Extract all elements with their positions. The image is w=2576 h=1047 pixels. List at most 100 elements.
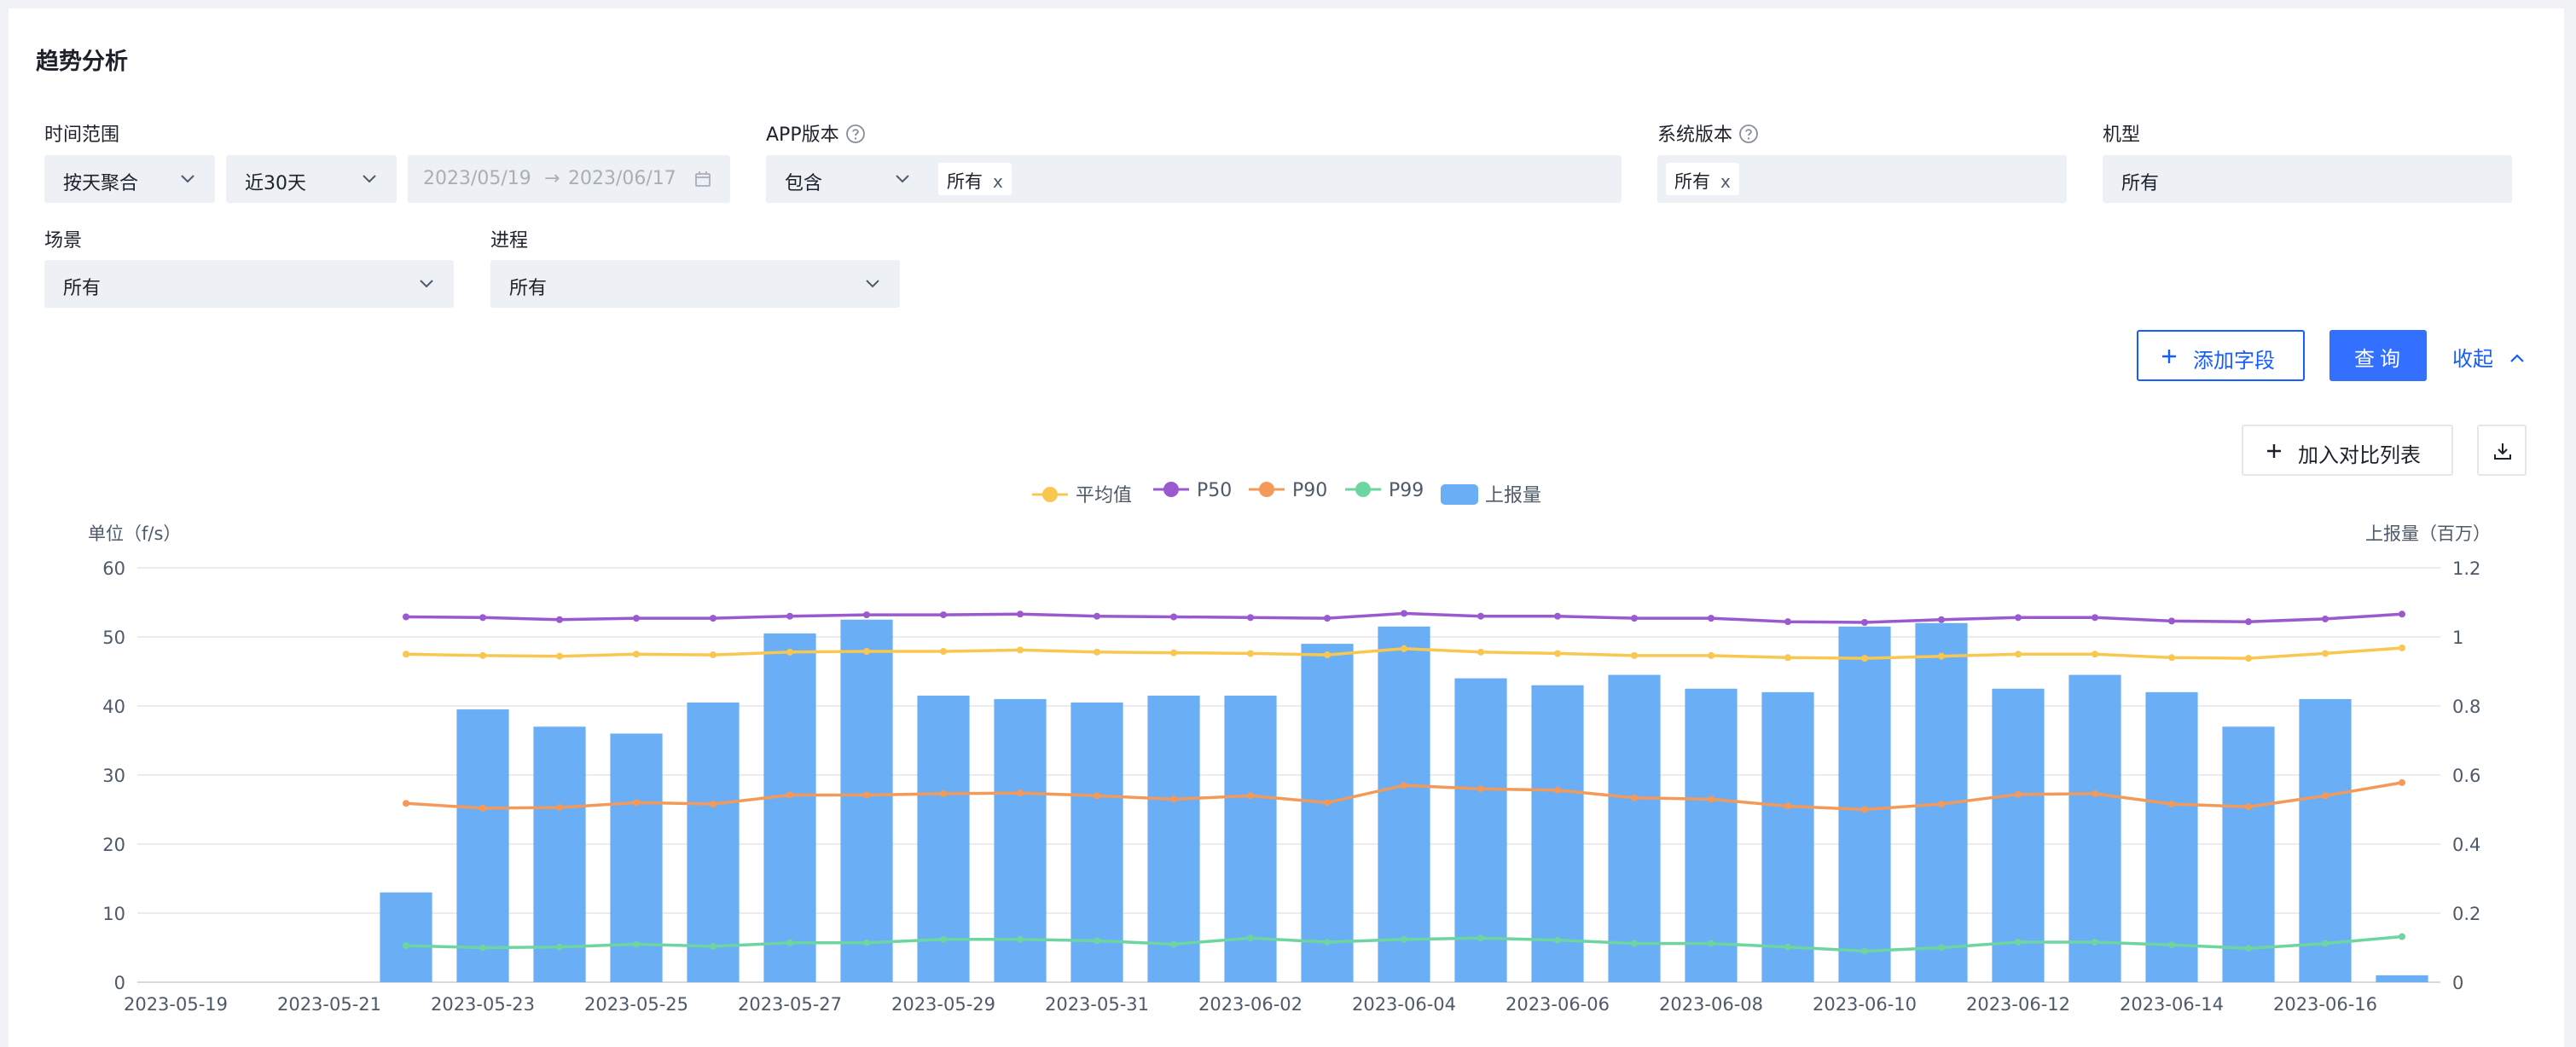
series-point[interactable] (633, 651, 640, 658)
os-version-filter[interactable]: 所有 x (1657, 155, 2067, 203)
report-bar[interactable] (1608, 674, 1661, 982)
series-point[interactable] (2015, 614, 2022, 622)
series-point[interactable] (1170, 649, 1177, 657)
series-point[interactable] (1094, 937, 1100, 945)
series-point[interactable] (1477, 785, 1484, 793)
series-point[interactable] (1938, 652, 1945, 660)
series-point[interactable] (2245, 655, 2252, 662)
series-point[interactable] (403, 651, 409, 658)
series-point[interactable] (1784, 618, 1791, 626)
series-point[interactable] (1094, 648, 1100, 656)
series-point[interactable] (2168, 801, 2175, 808)
series-point[interactable] (2245, 618, 2252, 626)
series-point[interactable] (2245, 945, 2252, 952)
series-point[interactable] (2399, 778, 2405, 786)
series-point[interactable] (1247, 792, 1254, 800)
report-bar[interactable] (763, 633, 816, 982)
series-point[interactable] (1401, 610, 1407, 617)
report-bar[interactable] (1224, 695, 1277, 982)
collapse-button[interactable]: 收起 (2452, 342, 2527, 372)
report-bar[interactable] (2376, 975, 2428, 982)
series-point[interactable] (403, 613, 409, 621)
series-point[interactable] (786, 648, 793, 656)
report-bar[interactable] (840, 619, 893, 982)
add-field-button[interactable]: 添加字段 (2137, 330, 2305, 381)
series-point[interactable] (479, 944, 486, 952)
download-button[interactable] (2477, 425, 2527, 476)
series-point[interactable] (1170, 613, 1177, 621)
series-point[interactable] (1861, 806, 1868, 813)
report-bar[interactable] (2145, 691, 2198, 982)
series-point[interactable] (1094, 612, 1100, 620)
series-point[interactable] (1708, 795, 1714, 803)
report-bar[interactable] (2222, 726, 2275, 982)
series-point[interactable] (556, 616, 563, 623)
series-point[interactable] (633, 615, 640, 622)
series-point[interactable] (710, 942, 717, 950)
report-bar[interactable] (2068, 674, 2121, 982)
app-version-filter[interactable]: 包含 所有 x (766, 155, 1622, 203)
report-bar[interactable] (1531, 685, 1584, 982)
report-bar[interactable] (2299, 698, 2352, 982)
series-point[interactable] (863, 611, 870, 619)
series-point[interactable] (2399, 644, 2405, 651)
series-point[interactable] (1401, 645, 1407, 652)
series-point[interactable] (2168, 617, 2175, 625)
series-point[interactable] (1094, 792, 1100, 800)
series-point[interactable] (1017, 610, 1024, 618)
series-point[interactable] (940, 935, 947, 943)
series-point[interactable] (1247, 614, 1254, 622)
series-point[interactable] (556, 652, 563, 660)
series-point[interactable] (1784, 654, 1791, 662)
question-circle-icon[interactable] (844, 123, 867, 145)
report-bar[interactable] (1685, 688, 1738, 982)
series-point[interactable] (786, 791, 793, 799)
report-bar[interactable] (994, 698, 1047, 982)
scene-select[interactable]: 所有 (44, 260, 454, 308)
series-point[interactable] (1938, 616, 1945, 623)
series-point[interactable] (710, 615, 717, 622)
series-point[interactable] (2015, 939, 2022, 946)
series-point[interactable] (710, 651, 717, 659)
series-point[interactable] (633, 940, 640, 948)
series-point[interactable] (2322, 940, 2329, 947)
chevron-down-icon[interactable] (892, 169, 913, 189)
report-bar[interactable] (1838, 626, 1891, 982)
tag-remove-icon[interactable]: x (1720, 171, 1731, 192)
series-point[interactable] (1401, 782, 1407, 790)
series-point[interactable] (2399, 933, 2405, 940)
series-point[interactable] (863, 939, 870, 946)
series-point[interactable] (1861, 947, 1868, 955)
series-point[interactable] (1401, 935, 1407, 943)
report-bar[interactable] (1992, 688, 2045, 982)
report-bar[interactable] (380, 892, 432, 982)
series-point[interactable] (1631, 615, 1638, 622)
series-point[interactable] (479, 651, 486, 659)
process-select[interactable]: 所有 (490, 260, 900, 308)
series-point[interactable] (1631, 651, 1638, 659)
series-point[interactable] (863, 648, 870, 656)
series-point[interactable] (2322, 792, 2329, 800)
series-point[interactable] (1477, 612, 1484, 620)
series-point[interactable] (1631, 940, 1638, 947)
report-bar[interactable] (610, 733, 663, 982)
report-bar[interactable] (533, 726, 586, 982)
series-point[interactable] (1938, 944, 1945, 952)
report-bar[interactable] (917, 695, 970, 982)
series-point[interactable] (1324, 799, 1331, 807)
series-point[interactable] (1631, 794, 1638, 801)
series-point[interactable] (633, 799, 640, 807)
series-point[interactable] (1017, 935, 1024, 943)
legend-item-p50[interactable]: P50 (1152, 480, 1232, 501)
series-point[interactable] (786, 939, 793, 946)
series-point[interactable] (1554, 650, 1561, 657)
series-point[interactable] (1784, 943, 1791, 951)
series-point[interactable] (479, 804, 486, 812)
series-point[interactable] (1247, 934, 1254, 942)
legend-item-p99[interactable]: P99 (1343, 480, 1424, 501)
app-version-operator[interactable]: 包含 (785, 173, 823, 194)
series-point[interactable] (1708, 651, 1714, 659)
series-point[interactable] (1017, 790, 1024, 797)
series-point[interactable] (2322, 615, 2329, 622)
series-point[interactable] (479, 614, 486, 622)
